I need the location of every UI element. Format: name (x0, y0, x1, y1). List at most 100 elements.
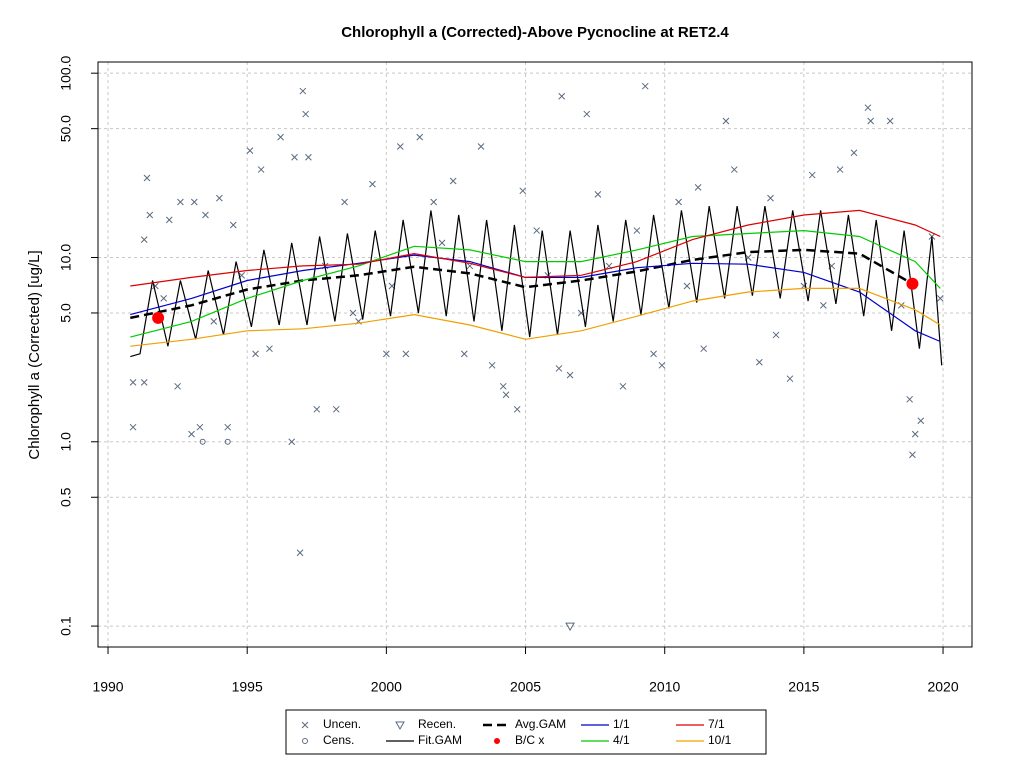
legend-swatch (301, 721, 309, 729)
data-point (502, 391, 510, 399)
x-tick-label: 1995 (232, 679, 263, 695)
data-point (224, 423, 232, 431)
data-point (906, 277, 919, 290)
data-point (533, 227, 541, 234)
data-point (174, 382, 181, 390)
data-point (252, 350, 259, 358)
data-point (199, 438, 206, 445)
data-point (349, 309, 357, 317)
data-point (658, 361, 666, 369)
data-point (722, 117, 730, 125)
legend-label: Avg.GAM (515, 717, 566, 731)
data-point (152, 311, 165, 324)
legend-label: 4/1 (613, 733, 630, 747)
data-point (917, 417, 925, 425)
y-tick-label: 50.0 (58, 115, 74, 142)
data-point (786, 375, 794, 383)
y-tick-label: 1.0 (58, 432, 74, 452)
data-point (641, 82, 649, 90)
x-tick-label: 2015 (788, 679, 819, 695)
data-point (177, 198, 184, 206)
data-point (808, 171, 816, 179)
data-point (140, 379, 148, 386)
data-point (906, 395, 914, 403)
data-point (519, 187, 527, 195)
data-point (633, 227, 641, 234)
x-tick-label: 2000 (371, 679, 402, 695)
x-tick-label: 2010 (649, 679, 680, 695)
data-point (565, 622, 575, 632)
data-point (202, 211, 209, 219)
data-point (767, 194, 774, 202)
data-point (160, 295, 168, 302)
data-point (700, 345, 708, 353)
data-point (755, 358, 763, 366)
legend-label: Uncen. (323, 717, 361, 731)
legend-box (285, 709, 767, 755)
data-point (850, 149, 858, 157)
series-line (130, 229, 941, 338)
data-point (224, 438, 231, 445)
data-point (936, 295, 944, 302)
data-point (296, 549, 304, 557)
data-point (867, 117, 875, 125)
data-point (396, 143, 404, 150)
data-point (383, 350, 390, 358)
data-point (140, 236, 148, 243)
data-point (583, 110, 591, 118)
chart-title: Chlorophyll a (Corrected)-Above Pycnocli… (341, 24, 729, 41)
data-point (513, 405, 521, 413)
legend-label: 7/1 (708, 717, 725, 731)
data-point (864, 104, 872, 112)
legend-label: 1/1 (613, 717, 630, 731)
legend-label: Recen. (418, 717, 456, 731)
data-point (650, 350, 657, 358)
data-point (886, 117, 894, 125)
y-tick-label: 0.5 (58, 487, 74, 507)
data-point (291, 153, 298, 161)
legend-label: B/C x (515, 733, 544, 747)
data-point (416, 133, 424, 141)
data-point (694, 184, 702, 191)
data-point (313, 405, 321, 413)
data-point (188, 430, 195, 438)
data-point (675, 198, 682, 206)
y-tick-label: 10.0 (58, 244, 74, 271)
data-point (266, 345, 273, 353)
legend-label: Fit.GAM (418, 733, 462, 747)
data-point (229, 221, 237, 229)
data-point (246, 147, 254, 154)
data-point (165, 216, 173, 224)
y-tick-label: 5.0 (58, 303, 74, 323)
data-point (430, 198, 438, 206)
data-point (196, 423, 204, 431)
data-point (190, 198, 198, 206)
data-point (911, 430, 919, 438)
data-point (820, 301, 827, 309)
data-point (129, 423, 137, 431)
data-point (299, 87, 307, 95)
series-line (130, 209, 941, 287)
data-point (216, 194, 223, 202)
data-point (477, 143, 485, 150)
data-point (302, 110, 309, 118)
data-point (146, 211, 154, 219)
data-point (129, 379, 137, 386)
data-point (730, 166, 738, 173)
data-point (332, 405, 340, 413)
plot-frame (97, 61, 973, 648)
y-tick-label: 100.0 (58, 55, 74, 90)
legend-swatch (494, 738, 500, 744)
data-point (772, 331, 780, 339)
data-point (683, 282, 691, 290)
data-point (460, 350, 468, 358)
legend-swatch (395, 721, 405, 731)
data-point (210, 318, 218, 325)
x-tick-label: 2005 (510, 679, 541, 695)
data-point (558, 92, 566, 100)
data-point (438, 239, 446, 247)
data-point (594, 191, 602, 198)
data-point (288, 438, 296, 446)
data-point (369, 180, 376, 188)
